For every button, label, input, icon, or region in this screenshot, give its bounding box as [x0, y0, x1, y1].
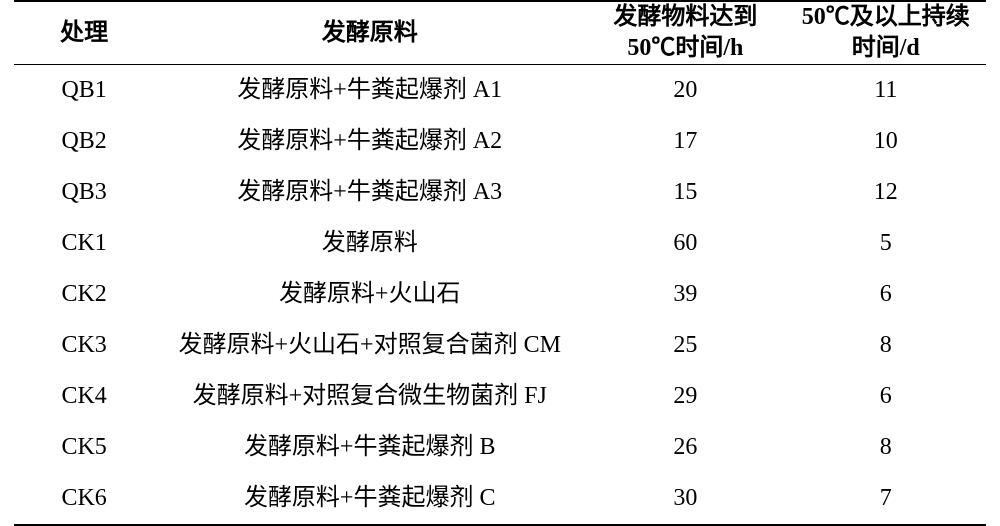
cell-time-to-50c: 25 — [585, 320, 785, 371]
cell-duration: 11 — [786, 65, 986, 117]
header-cell-material: 发酵原料 — [154, 1, 585, 65]
cell-duration: 6 — [786, 269, 986, 320]
cell-material: 发酵原料+牛粪起爆剂 A3 — [154, 167, 585, 218]
header-cell-treatment: 处理 — [14, 1, 154, 65]
cell-treatment: QB2 — [14, 116, 154, 167]
cell-treatment: CK3 — [14, 320, 154, 371]
cell-time-to-50c: 30 — [585, 473, 785, 525]
cell-time-to-50c: 29 — [585, 371, 785, 422]
table-row: CK3 发酵原料+火山石+对照复合菌剂 CM 25 8 — [14, 320, 986, 371]
table-header: 处理 发酵原料 发酵物料达到 50℃时间/h 50℃及以上持续 时间/d — [14, 1, 986, 65]
table-row: CK5 发酵原料+牛粪起爆剂 B 26 8 — [14, 422, 986, 473]
header-label: 发酵原料 — [154, 18, 585, 49]
cell-treatment: QB3 — [14, 167, 154, 218]
header-label-line2: 50℃时间/h — [585, 33, 785, 64]
table-row: QB1 发酵原料+牛粪起爆剂 A1 20 11 — [14, 65, 986, 117]
cell-treatment: CK2 — [14, 269, 154, 320]
header-label: 处理 — [14, 18, 154, 49]
table-row: CK4 发酵原料+对照复合微生物菌剂 FJ 29 6 — [14, 371, 986, 422]
cell-treatment: QB1 — [14, 65, 154, 117]
cell-duration: 5 — [786, 218, 986, 269]
cell-material: 发酵原料+火山石 — [154, 269, 585, 320]
cell-material: 发酵原料+牛粪起爆剂 B — [154, 422, 585, 473]
cell-material: 发酵原料 — [154, 218, 585, 269]
cell-material: 发酵原料+牛粪起爆剂 A2 — [154, 116, 585, 167]
header-label-line1: 50℃及以上持续 — [786, 2, 986, 33]
cell-time-to-50c: 20 — [585, 65, 785, 117]
cell-material: 发酵原料+牛粪起爆剂 C — [154, 473, 585, 525]
header-cell-duration-above-50c: 50℃及以上持续 时间/d — [786, 1, 986, 65]
cell-material: 发酵原料+火山石+对照复合菌剂 CM — [154, 320, 585, 371]
cell-duration: 8 — [786, 422, 986, 473]
data-table: 处理 发酵原料 发酵物料达到 50℃时间/h 50℃及以上持续 时间/d QB1… — [14, 0, 986, 526]
cell-duration: 6 — [786, 371, 986, 422]
table-container: 处理 发酵原料 发酵物料达到 50℃时间/h 50℃及以上持续 时间/d QB1… — [0, 0, 1000, 526]
cell-time-to-50c: 26 — [585, 422, 785, 473]
cell-duration: 12 — [786, 167, 986, 218]
cell-treatment: CK5 — [14, 422, 154, 473]
header-label-line1: 发酵物料达到 — [585, 2, 785, 33]
cell-material: 发酵原料+牛粪起爆剂 A1 — [154, 65, 585, 117]
header-row: 处理 发酵原料 发酵物料达到 50℃时间/h 50℃及以上持续 时间/d — [14, 1, 986, 65]
cell-treatment: CK1 — [14, 218, 154, 269]
cell-material: 发酵原料+对照复合微生物菌剂 FJ — [154, 371, 585, 422]
header-label-line2: 时间/d — [786, 33, 986, 64]
cell-duration: 8 — [786, 320, 986, 371]
cell-time-to-50c: 60 — [585, 218, 785, 269]
cell-duration: 7 — [786, 473, 986, 525]
cell-time-to-50c: 39 — [585, 269, 785, 320]
cell-treatment: CK4 — [14, 371, 154, 422]
table-row: CK6 发酵原料+牛粪起爆剂 C 30 7 — [14, 473, 986, 525]
table-row: CK1 发酵原料 60 5 — [14, 218, 986, 269]
table-row: QB2 发酵原料+牛粪起爆剂 A2 17 10 — [14, 116, 986, 167]
cell-treatment: CK6 — [14, 473, 154, 525]
table-row: CK2 发酵原料+火山石 39 6 — [14, 269, 986, 320]
cell-time-to-50c: 15 — [585, 167, 785, 218]
table-body: QB1 发酵原料+牛粪起爆剂 A1 20 11 QB2 发酵原料+牛粪起爆剂 A… — [14, 65, 986, 526]
table-row: QB3 发酵原料+牛粪起爆剂 A3 15 12 — [14, 167, 986, 218]
cell-duration: 10 — [786, 116, 986, 167]
cell-time-to-50c: 17 — [585, 116, 785, 167]
header-cell-time-to-50c: 发酵物料达到 50℃时间/h — [585, 1, 785, 65]
